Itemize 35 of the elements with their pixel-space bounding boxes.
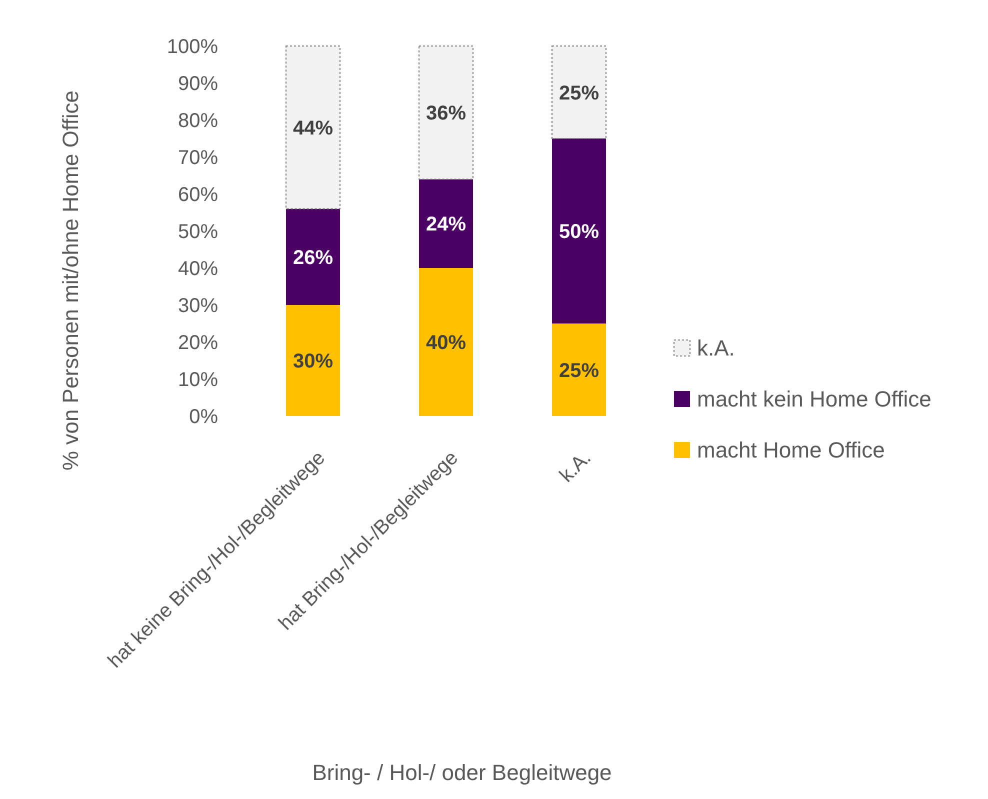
bar	[286, 46, 340, 210]
y-tick-label: 50%	[178, 221, 218, 243]
bar	[552, 46, 606, 139]
bar	[419, 268, 473, 416]
y-tick-label: 60%	[178, 184, 218, 206]
bar	[286, 208, 340, 305]
bar	[286, 305, 340, 416]
legend-label: k.A.	[697, 336, 735, 361]
data-label: 26%	[292, 246, 334, 269]
data-label: 25%	[558, 82, 600, 104]
data-label: 36%	[426, 102, 466, 125]
data-label: 40%	[426, 332, 466, 354]
legend-label: macht Home Office	[697, 438, 885, 463]
y-tick-label: 0%	[189, 406, 218, 428]
y-tick-label: 100%	[166, 36, 218, 58]
bar	[418, 46, 474, 180]
y-tick-label: 20%	[178, 332, 218, 354]
data-label: 50%	[558, 221, 600, 243]
y-tick-label: 90%	[178, 73, 218, 95]
bar	[419, 179, 473, 268]
y-axis-title: % von Personen mit/ohne Home Office	[58, 90, 83, 470]
x-tick-label: k.A.	[556, 446, 596, 487]
data-label: 24%	[426, 214, 466, 236]
bar	[552, 324, 606, 416]
data-label: 30%	[292, 350, 334, 372]
data-label: 25%	[558, 360, 600, 382]
legend-label: macht kein Home Office	[697, 386, 932, 412]
y-tick-label: 70%	[178, 147, 218, 169]
y-tick-label: 40%	[178, 258, 218, 280]
x-axis-title: Bring- / Hol-/ oder Begleitwege	[312, 760, 612, 785]
y-tick-label: 80%	[178, 110, 218, 132]
bar	[552, 138, 606, 324]
y-tick-label: 10%	[178, 369, 218, 391]
data-label: 44%	[292, 117, 334, 140]
y-tick-label: 30%	[178, 295, 218, 317]
